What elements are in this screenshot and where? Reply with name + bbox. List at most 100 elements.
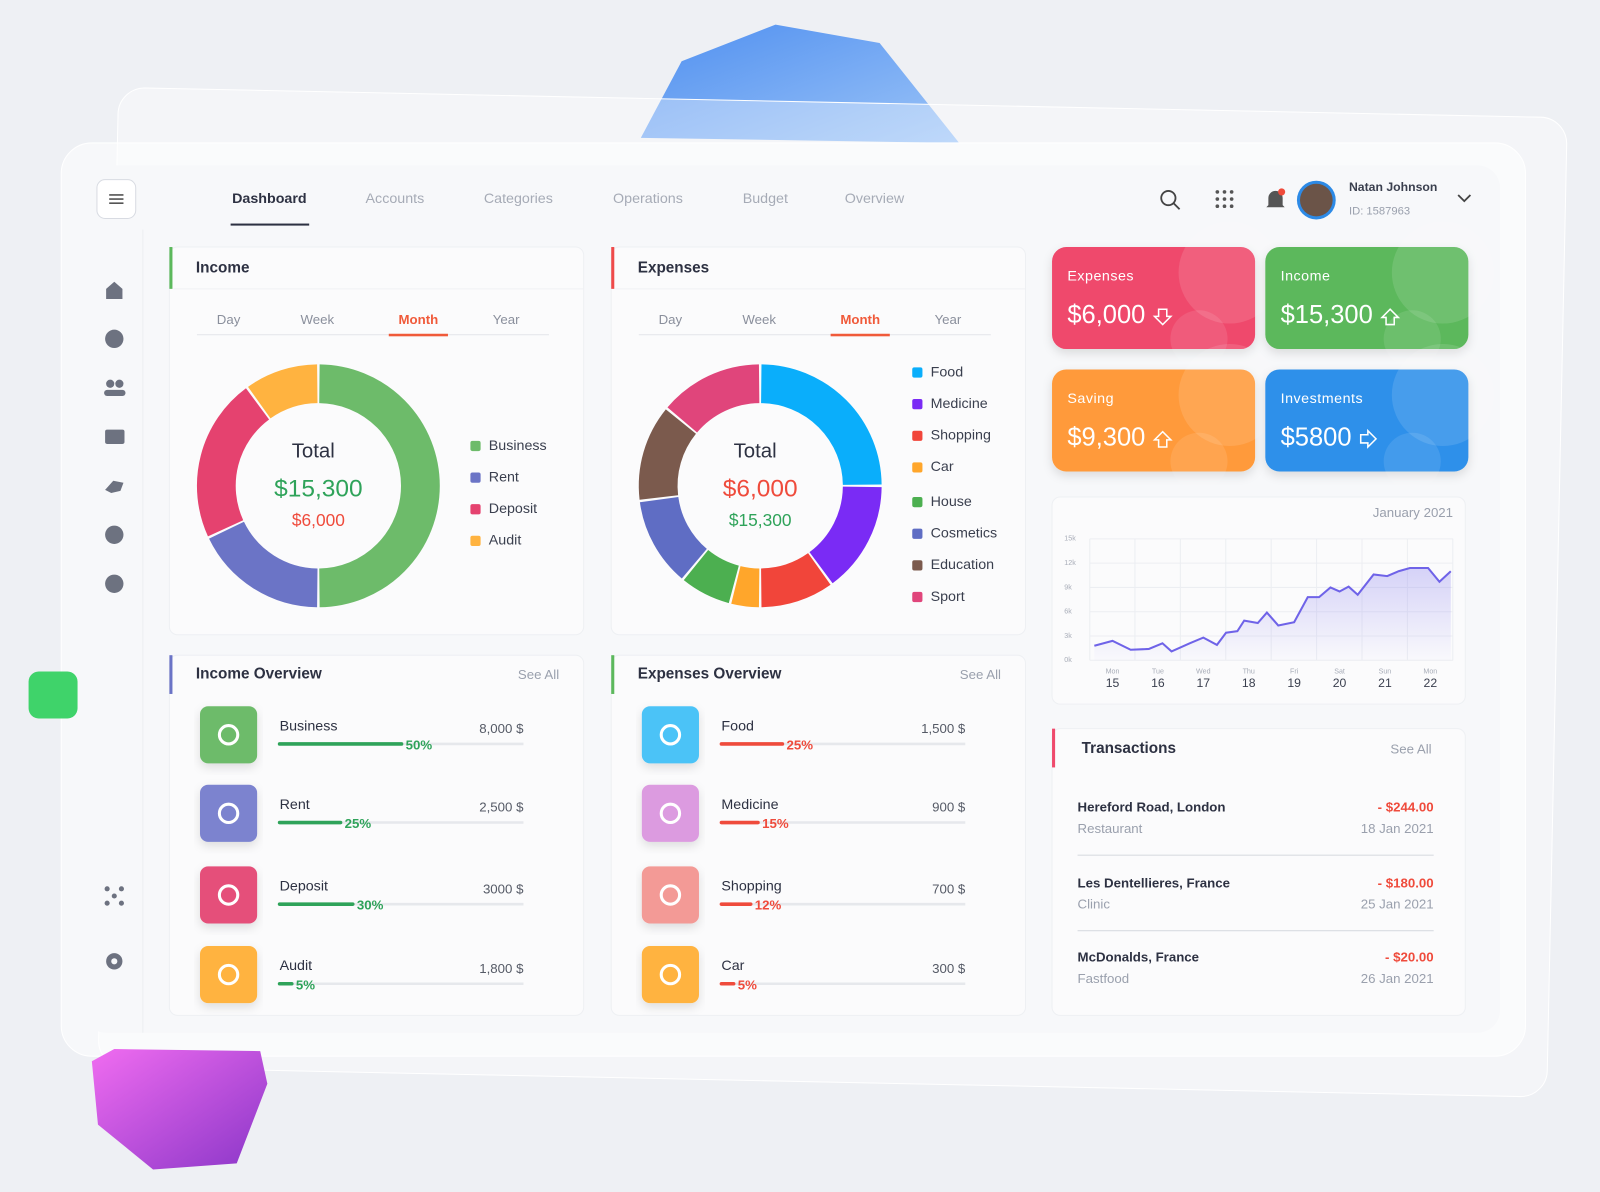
- category-icon: [641, 706, 699, 764]
- stat-card[interactable]: [1052, 247, 1256, 350]
- transaction-date: 25 Jan 2021: [1361, 897, 1434, 912]
- period-tab[interactable]: Month: [399, 312, 439, 327]
- nav-tab[interactable]: Categories: [484, 191, 553, 207]
- legend-swatch: [912, 591, 923, 603]
- transaction-category: Fastfood: [1078, 971, 1130, 986]
- period-tab[interactable]: Year: [493, 312, 520, 327]
- nav-cards[interactable]: [105, 429, 125, 444]
- donut-segment: [808, 486, 882, 584]
- category-amount: 1,800 $: [479, 961, 524, 976]
- period-tab[interactable]: Year: [935, 312, 962, 327]
- trend-line: [1094, 566, 1452, 653]
- x-tick-day: Sat: [1334, 667, 1345, 675]
- y-tick-label: 3k: [1064, 632, 1072, 640]
- x-tick-day: Tue: [1152, 667, 1164, 675]
- transactions-panel: [1051, 728, 1466, 1016]
- period-tab[interactable]: Day: [217, 312, 241, 327]
- x-tick-day: Sun: [1379, 667, 1392, 675]
- legend-label: Cosmetics: [931, 526, 998, 542]
- accent-bar: [169, 247, 173, 289]
- see-all-link[interactable]: See All: [1390, 742, 1431, 757]
- nav-home[interactable]: [106, 281, 123, 300]
- category-amount: 8,000 $: [479, 721, 524, 736]
- transaction-amount: - $180.00: [1378, 875, 1434, 890]
- period-tab[interactable]: Week: [742, 312, 776, 327]
- user-menu-chevron[interactable]: [1457, 194, 1472, 203]
- stat-value: $9,300: [1067, 424, 1145, 452]
- nav-transfers[interactable]: [105, 329, 124, 349]
- donut-segment: [196, 388, 270, 537]
- legend-swatch: [912, 560, 923, 571]
- category-amount: 1,500 $: [921, 721, 966, 736]
- card-decor: [1170, 432, 1228, 490]
- search-icon[interactable]: [1160, 189, 1177, 207]
- category-icon: [200, 706, 258, 764]
- stat-card[interactable]: [1265, 247, 1469, 350]
- see-all-link[interactable]: See All: [960, 667, 1001, 682]
- legend-swatch: [470, 472, 481, 483]
- nav-tab[interactable]: Operations: [613, 191, 683, 207]
- stat-card[interactable]: [1265, 369, 1469, 472]
- nav-list[interactable]: [105, 574, 124, 593]
- legend-label: Business: [489, 438, 547, 454]
- category-icon: [200, 866, 258, 924]
- nav-tab[interactable]: Accounts: [366, 191, 425, 207]
- progress-percent: 5%: [738, 977, 757, 992]
- donut-segment: [683, 549, 740, 604]
- x-tick-day: Thu: [1243, 667, 1255, 675]
- icon-glyph: [217, 802, 240, 825]
- stat-arrow: [1380, 308, 1401, 326]
- decor-cube: [91, 1049, 268, 1170]
- transaction-place: McDonalds, France: [1078, 950, 1200, 965]
- panel-title: Income Overview: [196, 666, 322, 683]
- stat-value: $15,300: [1281, 301, 1373, 329]
- category-amount: 900 $: [932, 800, 966, 815]
- see-all-link[interactable]: See All: [518, 667, 559, 682]
- nav-network[interactable]: [104, 886, 124, 906]
- x-tick-day: Mon: [1423, 667, 1437, 675]
- x-tick-label: 20: [1333, 676, 1347, 690]
- accent-bar: [169, 655, 173, 694]
- legend-swatch: [912, 367, 923, 378]
- legend-label: Food: [931, 364, 964, 380]
- icon-glyph: [659, 963, 682, 986]
- nav-tab[interactable]: Dashboard: [232, 191, 307, 207]
- period-tab[interactable]: Week: [301, 312, 335, 327]
- stat-label: Investments: [1281, 391, 1364, 407]
- transaction-date: 26 Jan 2021: [1361, 971, 1434, 986]
- nav-users[interactable]: [104, 379, 126, 396]
- search-icon-handle: [1172, 202, 1181, 210]
- stat-arrow: [1152, 430, 1173, 448]
- nav-deals[interactable]: [105, 480, 124, 493]
- category-name: Audit: [280, 958, 313, 974]
- donut-secondary: $6,000: [292, 510, 345, 530]
- active-tab-underline: [230, 223, 310, 226]
- donut-center-label: Total: [292, 441, 335, 463]
- stat-value: $5800: [1281, 424, 1352, 452]
- stat-value: $6,000: [1067, 301, 1145, 329]
- icon-glyph: [659, 802, 682, 825]
- category-name: Medicine: [721, 797, 778, 813]
- accent-bar: [611, 655, 615, 694]
- stat-card[interactable]: [1052, 369, 1256, 472]
- icon-glyph: [217, 724, 240, 746]
- period-tab[interactable]: Month: [840, 312, 880, 327]
- decor-hexagon: [640, 24, 960, 143]
- donut-segment: [760, 552, 831, 608]
- x-tick-label: 15: [1106, 676, 1120, 690]
- icon-glyph: [217, 963, 240, 986]
- nav-tab[interactable]: Budget: [743, 191, 788, 207]
- legend-swatch: [470, 504, 481, 515]
- period-tab[interactable]: Day: [659, 312, 683, 327]
- x-tick-label: 17: [1197, 676, 1211, 690]
- x-tick-label: 16: [1151, 676, 1165, 690]
- nav-tab[interactable]: Overview: [845, 191, 905, 207]
- transaction-amount: - $20.00: [1385, 950, 1434, 965]
- transaction-category: Restaurant: [1078, 821, 1143, 836]
- y-tick-label: 12k: [1064, 559, 1076, 567]
- nav-check[interactable]: [105, 525, 124, 544]
- legend-label: Medicine: [931, 396, 988, 412]
- category-name: Deposit: [280, 879, 328, 895]
- apps-icon[interactable]: [1215, 190, 1234, 209]
